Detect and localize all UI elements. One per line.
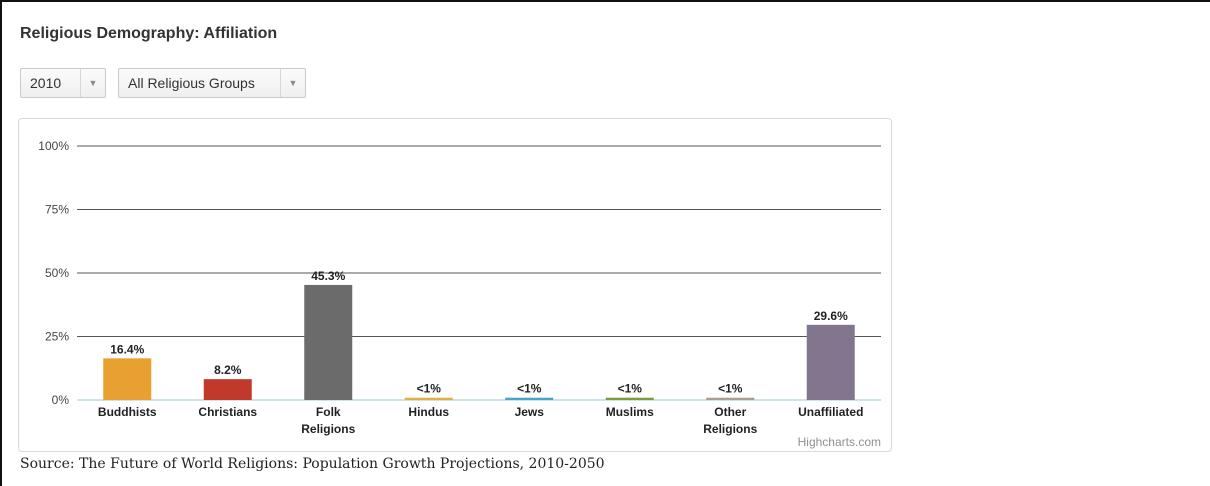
bars	[103, 284, 855, 400]
religious-group-select[interactable]: All Religious Groups ▼	[118, 68, 306, 98]
x-tick-label: Buddhists	[98, 405, 157, 419]
left-border	[0, 0, 2, 486]
y-tick-label: 100%	[38, 139, 69, 153]
group-select-value: All Religious Groups	[128, 75, 255, 91]
data-label: <1%	[417, 382, 442, 396]
y-tick-label: 75%	[45, 203, 69, 217]
y-tick-label: 50%	[45, 266, 69, 280]
bar-jews[interactable]	[505, 397, 554, 400]
data-label: <1%	[718, 382, 743, 396]
bar-chart: 0% 25% 50% 75% 100% 16.4% 8.2% 45.3% <1% <1% <1% <…	[38, 139, 881, 449]
bar-folk-religions[interactable]	[304, 284, 353, 400]
year-select[interactable]: 2010 ▼	[20, 68, 106, 98]
data-label: 45.3%	[311, 269, 345, 283]
top-border	[0, 0, 1210, 2]
year-select-value: 2010	[30, 75, 62, 91]
y-tick-label: 25%	[45, 330, 69, 344]
data-label: <1%	[517, 382, 542, 396]
chevron-down-icon: ▼	[80, 69, 105, 97]
bar-muslims[interactable]	[605, 397, 654, 400]
data-label: 29.6%	[814, 309, 848, 323]
data-labels: 16.4% 8.2% 45.3% <1% <1% <1% <1% 29.6%	[110, 269, 848, 396]
source-note: Source: The Future of World Religions: P…	[20, 456, 605, 472]
x-tick-label: Unaffiliated	[798, 405, 863, 419]
x-tick-label: Muslims	[606, 405, 654, 419]
y-tick-label: 0%	[52, 393, 70, 407]
y-axis-labels: 0% 25% 50% 75% 100%	[38, 139, 69, 407]
gridlines	[77, 145, 881, 401]
chart-container: 0% 25% 50% 75% 100% 16.4% 8.2% 45.3% <1% <1% <1% <…	[18, 118, 892, 452]
x-axis-labels: Buddhists Christians Folk Religions Hindus Je…	[98, 405, 864, 436]
data-label: <1%	[618, 382, 643, 396]
highcharts-credit[interactable]: Highcharts.com	[798, 435, 881, 449]
x-tick-label: Other Religions	[703, 405, 757, 436]
bar-hindus[interactable]	[404, 397, 453, 400]
x-tick-label: Hindus	[408, 405, 449, 419]
chevron-down-icon: ▼	[280, 69, 305, 97]
bar-other-religions[interactable]	[706, 397, 755, 400]
x-tick-label: Folk Religions	[301, 405, 355, 436]
bar-unaffiliated[interactable]	[806, 324, 855, 400]
x-tick-label: Christians	[198, 405, 257, 419]
bar-buddhists[interactable]	[103, 358, 152, 400]
page-title: Religious Demography: Affiliation	[20, 25, 278, 42]
bar-christians[interactable]	[203, 379, 252, 400]
x-tick-label: Jews	[515, 405, 545, 419]
data-label: 8.2%	[214, 363, 242, 377]
data-label: 16.4%	[110, 342, 144, 356]
